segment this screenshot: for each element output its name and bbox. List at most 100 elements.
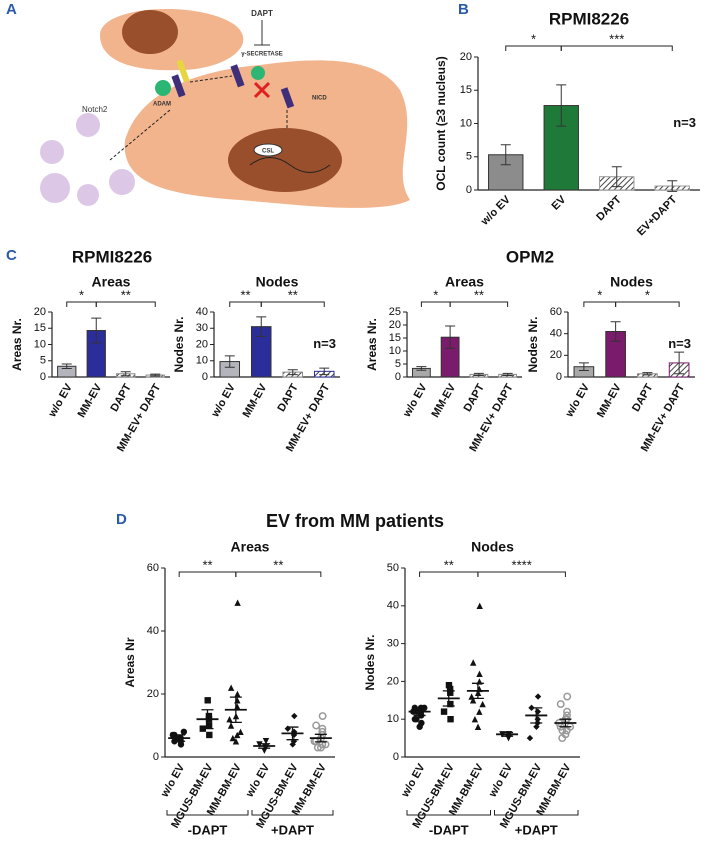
point <box>234 690 241 698</box>
point <box>440 708 448 715</box>
error-bar <box>91 317 102 344</box>
group-label: -DAPT <box>188 822 228 837</box>
y-tick-label: 20 <box>387 675 399 687</box>
y-tick-label: 0 <box>40 371 46 383</box>
point <box>234 599 241 606</box>
chart-title: RPMI8226 <box>549 9 629 28</box>
sem-bar <box>201 709 214 730</box>
vesicle <box>77 184 99 206</box>
significance-label: **** <box>512 557 532 572</box>
point <box>290 731 298 739</box>
point <box>206 731 213 739</box>
significance-bracket <box>477 571 566 577</box>
sem-bar <box>501 731 514 737</box>
point <box>534 693 542 700</box>
error-bar <box>578 362 589 371</box>
sem-bar <box>530 707 543 724</box>
diagram: DAPT γ-SECRETASE ADAM NICD Notch2 CSL <box>40 8 410 208</box>
nicd-shape <box>280 87 295 109</box>
group-bracket <box>494 810 579 816</box>
significance-label: ** <box>121 287 131 302</box>
y-axis-label: Nodes Nr. <box>363 634 377 690</box>
y-axis-label: OCL count (≥3 nucleus) <box>434 56 448 190</box>
error-bar <box>61 363 72 370</box>
group-title: RPMI8226 <box>72 247 152 266</box>
significance-bracket <box>449 301 509 307</box>
significance-label: ** <box>288 287 298 302</box>
point <box>416 723 423 730</box>
point <box>227 722 235 729</box>
error-bar <box>556 84 567 127</box>
x-tick-label: MM-EV <box>430 381 459 419</box>
error-bar <box>611 166 622 188</box>
error-bar <box>674 351 685 375</box>
y-tick-label: 40 <box>550 328 562 340</box>
significance-label: *** <box>609 31 624 46</box>
point <box>262 738 270 745</box>
significance-label: * <box>531 31 536 46</box>
error-bar <box>120 371 131 377</box>
significance-bracket <box>419 571 479 577</box>
group-label: +DAPT <box>271 822 314 837</box>
y-tick-label: 40 <box>387 600 399 612</box>
x-tick-label: w/o EV <box>486 761 515 800</box>
y-tick-label: 0 <box>556 371 562 383</box>
y-tick-label: 5 <box>466 151 472 163</box>
chart-title: Areas <box>92 274 131 290</box>
adam-shape <box>155 80 171 96</box>
chart-title: Nodes <box>610 274 653 290</box>
panel-label: B <box>458 1 469 18</box>
x-tick-label: DAPT <box>630 382 656 414</box>
point <box>226 716 233 723</box>
group-label: +DAPT <box>515 822 558 837</box>
point <box>234 731 241 739</box>
point <box>232 738 240 745</box>
significance-bracket <box>583 301 617 307</box>
y-tick-label: 0 <box>395 371 401 383</box>
dna <box>249 157 331 173</box>
point <box>204 697 211 704</box>
y-tick-label: 20 <box>460 51 472 63</box>
chart-title: Nodes <box>471 539 514 555</box>
panel-label: C <box>6 247 17 264</box>
x-tick-label: w/o EV <box>399 761 428 800</box>
notch-ligand <box>176 59 190 83</box>
y-axis-label: Areas Nr <box>123 637 137 687</box>
point <box>476 602 483 609</box>
x-tick-label: EV+DAPT <box>635 193 680 238</box>
y-tick-label: 20 <box>34 306 46 318</box>
point <box>556 700 565 709</box>
significance-label: * <box>433 287 438 302</box>
group-bracket <box>251 810 334 816</box>
diagram-label: γ-SECRETASE <box>241 52 283 58</box>
diagram-label: NICD <box>312 96 327 102</box>
point <box>526 734 534 742</box>
x-tick-label: MM-EV <box>241 381 270 419</box>
csl-shape <box>253 143 283 157</box>
y-tick-label: 20 <box>550 349 562 361</box>
vesicle <box>40 140 64 164</box>
sem-bar <box>314 733 327 743</box>
error-bar <box>287 369 298 376</box>
y-tick-label: 5 <box>40 355 46 367</box>
point <box>318 712 327 720</box>
y-tick-label: 10 <box>196 355 208 367</box>
group-bracket <box>166 810 249 816</box>
y-tick-label: 10 <box>460 117 472 129</box>
point <box>471 716 479 723</box>
point <box>227 684 235 691</box>
diagram-label: Notch2 <box>82 105 108 114</box>
point <box>558 734 567 743</box>
point <box>474 723 482 730</box>
sem-bar <box>471 682 484 700</box>
error-bar <box>500 144 511 166</box>
point <box>470 659 477 666</box>
x-tick-label: DAPT <box>108 382 134 414</box>
y-tick-label: 10 <box>389 345 401 357</box>
x-tick-label: w/o EV <box>401 381 430 420</box>
y-axis-label: Areas Nr. <box>10 318 24 371</box>
point <box>476 708 483 715</box>
y-tick-label: 20 <box>389 319 401 331</box>
y-tick-label: 30 <box>196 322 208 334</box>
